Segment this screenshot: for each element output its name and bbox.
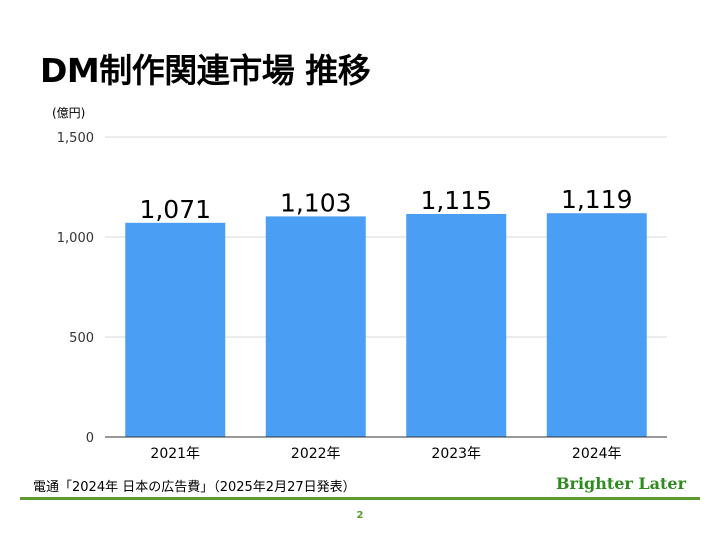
x-tick-label: 2021年 — [150, 446, 200, 462]
bar — [546, 213, 647, 437]
y-tick-label: 0 — [86, 431, 94, 446]
y-axis-ticks: 0 500 1,000 1,500 — [57, 131, 94, 446]
x-tick-label: 2022年 — [291, 446, 341, 462]
x-tick-label: 2024年 — [572, 446, 622, 462]
footer-divider — [20, 497, 700, 500]
bar-value-label: 1,119 — [561, 185, 633, 214]
bar-chart: (億円) 0 500 1,000 1,500 1,071 1,103 1,115 1,119… — [52, 106, 667, 462]
y-tick-label: 1,500 — [57, 131, 94, 146]
data-labels: 1,071 1,103 1,115 1,119 — [139, 185, 632, 224]
source-citation: 電通「2024年 日本の広告費」（2025年2月27日発表） — [33, 480, 356, 495]
bar-value-label: 1,103 — [280, 188, 352, 217]
y-axis-unit-label: (億円) — [52, 106, 85, 120]
bar — [125, 222, 226, 437]
bar — [406, 214, 507, 437]
bar-value-label: 1,071 — [139, 195, 211, 224]
slide-title: DM制作関連市場 推移 — [40, 51, 371, 90]
bar-value-label: 1,115 — [420, 186, 492, 215]
bars — [125, 213, 647, 437]
y-tick-label: 500 — [69, 331, 94, 346]
bar — [265, 216, 366, 437]
brand-logo: Brighter Later — [556, 474, 687, 493]
x-tick-label: 2023年 — [431, 446, 481, 462]
y-tick-label: 1,000 — [57, 231, 94, 246]
x-axis-ticks: 2021年 2022年 2023年 2024年 — [150, 446, 621, 462]
page-number: 2 — [356, 510, 364, 521]
